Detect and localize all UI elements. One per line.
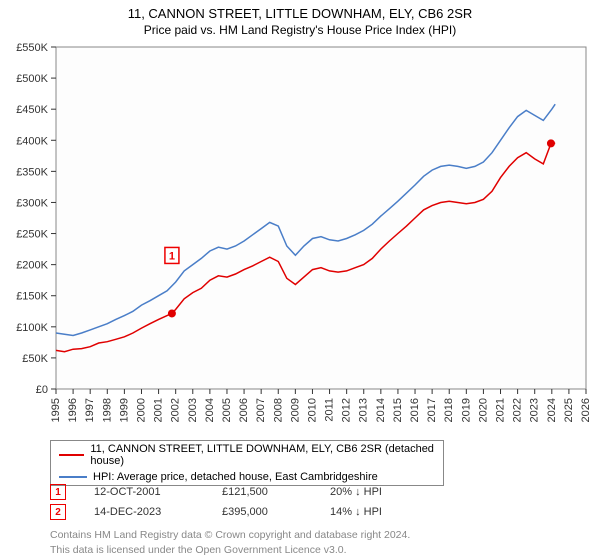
svg-text:2019: 2019 <box>460 398 472 422</box>
svg-text:£400K: £400K <box>16 135 48 147</box>
svg-text:2005: 2005 <box>221 398 233 422</box>
legend: 11, CANNON STREET, LITTLE DOWNHAM, ELY, … <box>50 440 444 486</box>
svg-text:1998: 1998 <box>101 398 113 422</box>
svg-text:2001: 2001 <box>153 398 165 422</box>
svg-text:£200K: £200K <box>16 260 48 272</box>
svg-text:2000: 2000 <box>135 398 147 422</box>
footer-line2: This data is licensed under the Open Gov… <box>50 543 410 558</box>
svg-text:2010: 2010 <box>306 398 318 422</box>
svg-text:1: 1 <box>169 250 175 262</box>
footer-line1: Contains HM Land Registry data © Crown c… <box>50 528 410 543</box>
svg-text:2022: 2022 <box>512 398 524 422</box>
svg-text:2013: 2013 <box>358 398 370 422</box>
svg-text:£550K: £550K <box>16 42 48 54</box>
svg-text:2006: 2006 <box>238 398 250 422</box>
svg-text:1997: 1997 <box>84 398 96 422</box>
transaction-price: £121,500 <box>222 486 302 498</box>
svg-text:2011: 2011 <box>324 398 336 422</box>
svg-text:£350K: £350K <box>16 166 48 178</box>
legend-item: HPI: Average price, detached house, East… <box>51 469 443 485</box>
transaction-row: 1 12-OCT-2001 £121,500 20% ↓ HPI <box>50 484 382 500</box>
legend-label: 11, CANNON STREET, LITTLE DOWNHAM, ELY, … <box>90 443 435 467</box>
svg-text:2003: 2003 <box>187 398 199 422</box>
svg-text:2025: 2025 <box>563 398 575 422</box>
svg-text:£100K: £100K <box>16 322 48 334</box>
legend-swatch <box>59 454 84 456</box>
svg-text:2012: 2012 <box>341 398 353 422</box>
transaction-date: 14-DEC-2023 <box>94 506 194 518</box>
svg-text:£50K: £50K <box>22 353 48 365</box>
title-subtitle: Price paid vs. HM Land Registry's House … <box>0 21 600 37</box>
legend-label: HPI: Average price, detached house, East… <box>93 471 378 483</box>
svg-text:2009: 2009 <box>289 398 301 422</box>
transaction-table: 1 12-OCT-2001 £121,500 20% ↓ HPI 2 14-DEC-202… <box>50 484 382 524</box>
svg-text:2016: 2016 <box>409 398 421 422</box>
transaction-diff: 20% ↓ HPI <box>330 486 382 498</box>
svg-text:2021: 2021 <box>495 398 507 422</box>
svg-text:£150K: £150K <box>16 291 48 303</box>
svg-text:2007: 2007 <box>255 398 267 422</box>
title-address: 11, CANNON STREET, LITTLE DOWNHAM, ELY, … <box>0 0 600 21</box>
svg-text:2002: 2002 <box>170 398 182 422</box>
chart-container: 11, CANNON STREET, LITTLE DOWNHAM, ELY, … <box>0 0 600 560</box>
chart-area: £0 £50K £100K £150K £200K £250K £300K £350K £400… <box>0 37 600 437</box>
legend-item: 11, CANNON STREET, LITTLE DOWNHAM, ELY, … <box>51 441 443 469</box>
svg-text:2026: 2026 <box>580 398 592 422</box>
svg-text:1996: 1996 <box>67 398 79 422</box>
svg-text:£250K: £250K <box>16 229 48 241</box>
transaction-row: 2 14-DEC-2023 £395,000 14% ↓ HPI <box>50 504 382 520</box>
transaction-marker: 1 <box>50 484 66 500</box>
svg-text:2014: 2014 <box>375 398 387 422</box>
svg-text:2015: 2015 <box>392 398 404 422</box>
svg-text:2024: 2024 <box>546 398 558 422</box>
svg-text:2020: 2020 <box>477 398 489 422</box>
svg-text:2008: 2008 <box>272 398 284 422</box>
transaction-marker: 2 <box>50 504 66 520</box>
legend-swatch <box>59 476 87 478</box>
transaction-price: £395,000 <box>222 506 302 518</box>
svg-text:£450K: £450K <box>16 104 48 116</box>
transaction-diff: 14% ↓ HPI <box>330 506 382 518</box>
svg-text:2018: 2018 <box>443 398 455 422</box>
svg-text:1995: 1995 <box>50 398 62 422</box>
svg-text:2017: 2017 <box>426 398 438 422</box>
footer-credits: Contains HM Land Registry data © Crown c… <box>50 528 410 557</box>
svg-text:£300K: £300K <box>16 197 48 209</box>
svg-text:2023: 2023 <box>529 398 541 422</box>
svg-text:1999: 1999 <box>118 398 130 422</box>
svg-text:2004: 2004 <box>204 398 216 422</box>
transaction-date: 12-OCT-2001 <box>94 486 194 498</box>
svg-text:£0: £0 <box>36 384 48 396</box>
svg-text:£500K: £500K <box>16 73 48 85</box>
line-chart-svg: £0 £50K £100K £150K £200K £250K £300K £350K £400… <box>0 37 600 437</box>
